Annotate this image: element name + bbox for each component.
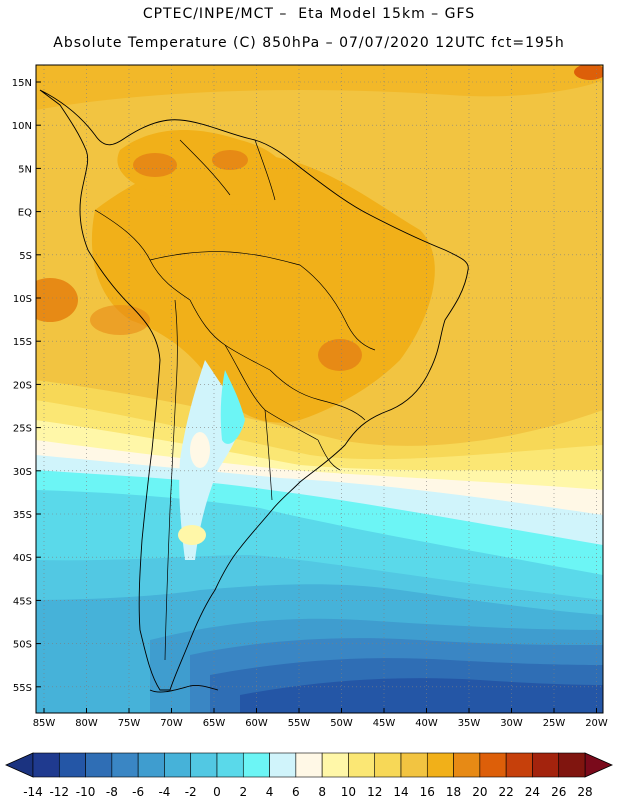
latitude-labels: 15N 10N 5N EQ 5S 10S 15S 20S 25S 30S 35S 40S 45S 50S 5… — [12, 78, 41, 694]
lat-label: 10S — [13, 294, 32, 305]
lon-label: 60W — [245, 718, 268, 729]
colorbar-swatch — [32, 752, 60, 778]
colorbar-swatch — [190, 752, 218, 778]
colorbar-label: 24 — [525, 785, 540, 799]
lon-label: 85W — [33, 718, 56, 729]
colorbar-swatch — [453, 752, 481, 778]
colorbar-swatch — [242, 752, 270, 778]
colorbar-swatch — [374, 752, 402, 778]
lon-label: 75W — [118, 718, 141, 729]
lon-label: 65W — [203, 718, 226, 729]
lon-label: 55W — [288, 718, 311, 729]
colorbar-label: 26 — [551, 785, 566, 799]
lon-label: 40W — [415, 718, 438, 729]
lat-label: 10N — [12, 121, 32, 132]
lat-label: EQ — [18, 208, 32, 219]
lat-label: 15S — [13, 337, 32, 348]
colorbar-swatch — [295, 752, 323, 778]
colorbar-swatch — [58, 752, 86, 778]
lat-label: 40S — [13, 553, 32, 564]
colorbar-label: 4 — [266, 785, 274, 799]
colorbar-swatch — [216, 752, 244, 778]
lat-label: 20S — [13, 380, 32, 391]
colorbar-swatch — [85, 752, 113, 778]
colorbar-label: -10 — [76, 785, 96, 799]
lat-label: 5N — [18, 164, 32, 175]
colorbar-label: -2 — [185, 785, 197, 799]
colorbar-label: -4 — [158, 785, 170, 799]
colorbar-label: 12 — [367, 785, 382, 799]
colorbar: -14 -12 -10 -8 -6 -4 -2 0 2 4 6 8 10 12 14 16 18 20 22 24 26… — [5, 752, 613, 799]
lon-label: 50W — [330, 718, 353, 729]
colorbar-swatch — [426, 752, 454, 778]
colorbar-swatch — [505, 752, 533, 778]
colorbar-swatch — [479, 752, 507, 778]
colorbar-swatch — [558, 752, 586, 778]
colorbar-label: 28 — [577, 785, 592, 799]
lat-label: 30S — [13, 467, 32, 478]
lon-label: 20W — [585, 718, 608, 729]
colorbar-swatch — [269, 752, 297, 778]
colorbar-underflow-triangle — [5, 752, 34, 778]
lon-label: 25W — [543, 718, 566, 729]
lat-label: 50S — [13, 640, 32, 651]
colorbar-label: 2 — [239, 785, 247, 799]
lon-label: 35W — [458, 718, 481, 729]
map-grid — [36, 65, 603, 713]
lat-label: 35S — [13, 510, 32, 521]
longitude-labels: 85W 80W 75W 70W 65W 60W 55W 50W 45W 40W 35W 30W 25W 2… — [33, 708, 608, 729]
colorbar-swatch — [400, 752, 428, 778]
lon-label: 80W — [75, 718, 98, 729]
colorbar-overflow-triangle — [584, 752, 613, 778]
lat-label: 45S — [13, 596, 32, 607]
colorbar-label: 6 — [292, 785, 300, 799]
lat-label: 25S — [13, 424, 32, 435]
lon-label: 70W — [160, 718, 183, 729]
colorbar-swatch — [532, 752, 560, 778]
colorbar-label: -14 — [23, 785, 43, 799]
colorbar-label: 14 — [393, 785, 408, 799]
colorbar-label: -12 — [49, 785, 69, 799]
colorbar-label: -6 — [132, 785, 144, 799]
colorbar-label: 20 — [472, 785, 487, 799]
lat-label: 15N — [12, 78, 32, 89]
colorbar-label: 8 — [318, 785, 326, 799]
lon-label: 30W — [500, 718, 523, 729]
colorbar-swatch — [164, 752, 192, 778]
colorbar-label: 0 — [213, 785, 221, 799]
colorbar-label: 18 — [446, 785, 461, 799]
temperature-field — [36, 65, 603, 713]
lon-label: 45W — [373, 718, 396, 729]
colorbar-label: 16 — [420, 785, 435, 799]
map-frame — [35, 64, 604, 714]
country-borders — [94, 139, 376, 661]
colorbar-label: 10 — [341, 785, 356, 799]
colorbar-swatch — [111, 752, 139, 778]
colorbar-label: 22 — [499, 785, 514, 799]
colorbar-label: -8 — [106, 785, 118, 799]
coastline-outline — [39, 89, 469, 693]
colorbar-swatch — [321, 752, 349, 778]
colorbar-swatch — [348, 752, 376, 778]
lat-label: 5S — [19, 251, 32, 262]
lat-label: 55S — [13, 683, 32, 694]
title-line-1: CPTEC/INPE/MCT – Eta Model 15km – GFS — [142, 6, 476, 22]
colorbar-swatch — [137, 752, 165, 778]
title-line-2: Absolute Temperature (C) 850hPa – 07/07/… — [53, 35, 565, 51]
